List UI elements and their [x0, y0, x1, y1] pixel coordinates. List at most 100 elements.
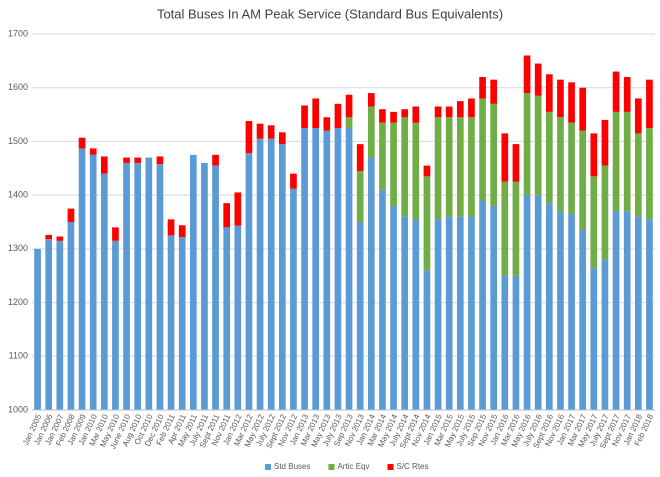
bar-segment: [290, 173, 297, 189]
bar-segment: [601, 259, 609, 410]
bar-segment: [557, 117, 564, 212]
bar-segment: [456, 117, 464, 217]
bar-segment: [290, 188, 297, 410]
bar-segment: [590, 267, 598, 410]
bar-segment: [579, 130, 587, 231]
bar-segment: [56, 236, 64, 241]
legend-swatch: [265, 464, 271, 470]
bar-segment: [646, 219, 653, 410]
bar-segment: [45, 239, 53, 410]
bar-segment: [623, 111, 631, 212]
bar-segment: [345, 117, 353, 128]
bar-segment: [412, 122, 420, 220]
bar-segment: [590, 176, 598, 268]
bar-segment: [456, 216, 464, 410]
y-tick-label: 1300: [8, 243, 28, 253]
bar-segment: [123, 162, 130, 410]
bar-segment: [212, 165, 219, 410]
y-tick-label: 1700: [8, 28, 28, 38]
legend-swatch: [387, 464, 394, 470]
bar-segment: [523, 55, 531, 94]
bar-segment: [212, 154, 219, 166]
bar-segment: [112, 240, 119, 410]
bar-segment: [390, 205, 397, 410]
bar-segment: [612, 211, 620, 410]
bar-segment: [445, 216, 453, 410]
y-tick-label: 1500: [8, 136, 28, 146]
bar-segment: [490, 205, 498, 410]
bar-segment: [545, 74, 553, 112]
y-tick-label: 1000: [8, 404, 28, 414]
bar-segment: [434, 117, 442, 220]
bar-segment: [423, 270, 431, 410]
bar-segment: [112, 227, 119, 241]
bar-segment: [56, 240, 64, 410]
bar-segment: [568, 213, 575, 410]
bar-segment: [412, 106, 420, 123]
bar-segment: [468, 117, 475, 217]
bar-segment: [323, 117, 331, 131]
chart-title: Total Buses In AM Peak Service (Standard…: [157, 6, 503, 21]
bar-segment: [512, 181, 520, 276]
legend-swatch: [328, 464, 335, 470]
bar-segment: [468, 216, 475, 410]
bar-segment: [468, 98, 475, 118]
bar-segment: [612, 111, 620, 212]
bar-segment: [445, 117, 453, 217]
bar-segment: [301, 128, 308, 410]
bar-segment: [601, 165, 609, 260]
bar-segment: [100, 173, 108, 410]
bar-segment: [445, 106, 453, 118]
bar-segment: [579, 87, 587, 131]
bar-segment: [189, 154, 197, 410]
bar-segment: [234, 225, 242, 410]
bar-segment: [201, 162, 208, 410]
bar-segment: [323, 130, 331, 410]
bar-segment: [434, 219, 442, 410]
bar-segment: [390, 111, 397, 123]
bar-segment: [512, 144, 520, 182]
bar-segment: [345, 94, 353, 118]
bar-segment: [267, 125, 275, 139]
bar-segment: [401, 109, 409, 118]
bar-segment: [67, 208, 75, 222]
bar-segment: [434, 106, 442, 118]
bar-segment: [245, 153, 253, 410]
bar-segment: [312, 128, 320, 410]
bar-segment: [479, 98, 486, 201]
bar-segment: [634, 216, 642, 410]
bar-segment: [534, 195, 542, 410]
bar-segment: [100, 156, 108, 174]
bar-segment: [345, 128, 353, 410]
bar-segment: [557, 211, 564, 410]
bar-segment: [178, 225, 186, 238]
bar-segment: [223, 203, 231, 228]
bar-segment: [301, 105, 308, 128]
bar-segment: [167, 235, 175, 410]
bar-segment: [356, 170, 364, 222]
bar-segment: [568, 122, 575, 214]
bar-segment: [34, 248, 41, 410]
bar-segment: [134, 157, 142, 163]
bar-segment: [156, 156, 164, 164]
bar-segment: [490, 103, 498, 206]
bar-segment: [579, 230, 587, 410]
bar-segment: [334, 103, 342, 128]
bar-segment: [267, 138, 275, 410]
bar-segment: [646, 79, 653, 128]
bar-segment: [278, 132, 286, 145]
y-tick-label: 1200: [8, 297, 28, 307]
bar-segment: [167, 219, 175, 236]
bar-segment: [545, 111, 553, 204]
bar-segment: [479, 200, 486, 410]
bar-segment: [134, 162, 142, 410]
bar-segment: [423, 165, 431, 177]
bar-segment: [256, 138, 264, 410]
bar-segment: [523, 93, 531, 196]
bar-segment: [534, 63, 542, 96]
bar-segment: [178, 237, 186, 410]
y-tick-label: 1100: [9, 351, 28, 361]
bar-segment: [145, 157, 153, 410]
bar-segment: [412, 219, 420, 410]
bar-segment: [612, 71, 620, 112]
